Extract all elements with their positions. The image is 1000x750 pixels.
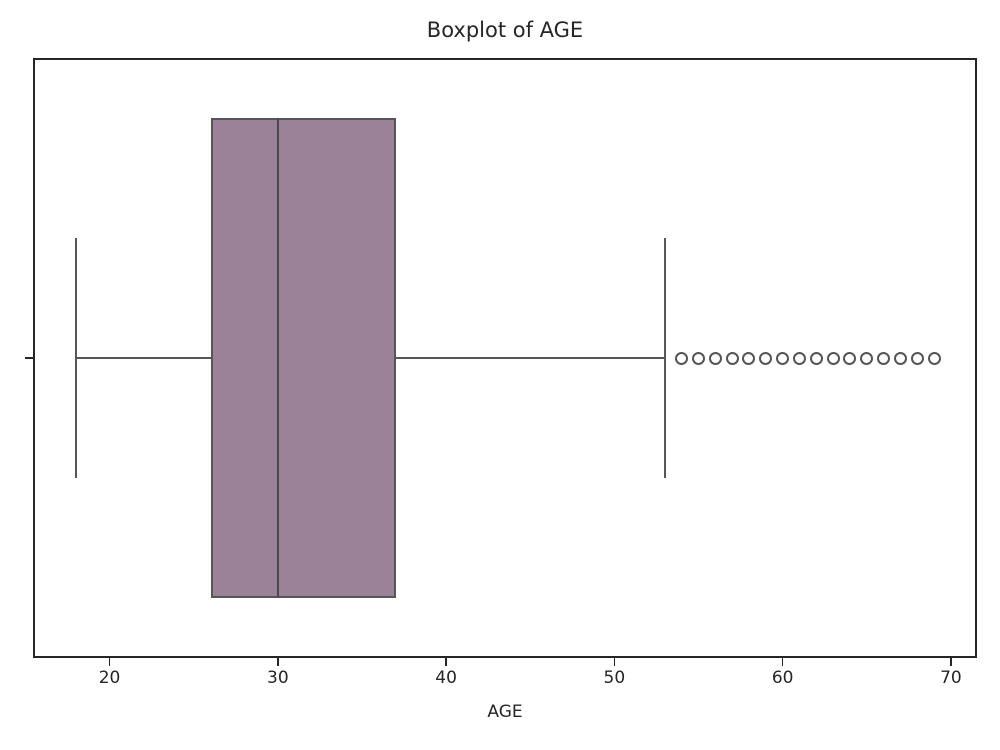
box-rect	[210, 118, 396, 598]
x-tick-label: 20	[98, 668, 121, 688]
outlier-point	[742, 351, 756, 365]
x-axis-tick	[108, 658, 111, 666]
x-axis-tick	[445, 658, 447, 666]
outlier-point	[843, 351, 857, 365]
whisker-line-left	[75, 357, 211, 359]
outlier-point	[893, 351, 907, 365]
outlier-point	[910, 351, 924, 365]
whisker-cap-left	[74, 238, 77, 478]
x-axis-label: AGE	[487, 702, 523, 722]
x-axis-tick	[277, 658, 279, 666]
x-tick-label: 60	[771, 668, 794, 688]
outlier-point	[692, 351, 705, 365]
outlier-point	[675, 351, 689, 365]
x-axis-tick	[781, 658, 784, 666]
whisker-cap-right	[663, 238, 666, 478]
outlier-point	[927, 351, 941, 365]
chart-title: Boxplot of AGE	[426, 18, 584, 42]
x-tick-label: 50	[603, 668, 626, 688]
outlier-point	[877, 351, 891, 365]
outlier-point	[809, 351, 823, 365]
x-axis-tick	[613, 658, 616, 666]
x-axis-tick	[950, 658, 952, 666]
median-line	[276, 118, 279, 598]
outlier-point	[826, 351, 840, 365]
x-tick-label: 70	[940, 668, 962, 688]
x-tick-label: 40	[435, 668, 457, 688]
outlier-point	[708, 351, 722, 365]
outlier-point	[860, 351, 874, 365]
outlier-point	[776, 351, 790, 365]
outlier-point	[792, 351, 806, 365]
y-axis-tick	[25, 357, 33, 359]
x-tick-label: 30	[267, 668, 289, 688]
outlier-point	[759, 351, 773, 365]
outlier-point	[725, 351, 739, 365]
whisker-line-right	[395, 357, 665, 359]
